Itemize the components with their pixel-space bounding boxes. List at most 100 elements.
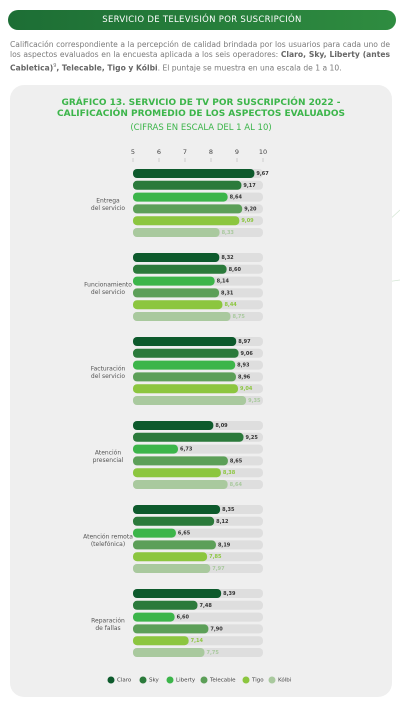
bar <box>133 624 209 634</box>
x-tick-label: 7 <box>183 148 187 156</box>
value-label: 8,33 <box>222 230 235 236</box>
value-label: 7,14 <box>191 638 204 644</box>
value-label: 8,75 <box>233 314 246 320</box>
value-label: 9,06 <box>241 351 254 357</box>
bar <box>133 444 178 454</box>
footnote-ref: 9 <box>53 62 57 69</box>
value-label: 9,04 <box>240 386 253 392</box>
legend-swatch <box>139 676 147 684</box>
bar <box>133 636 189 646</box>
intro-operators: , Telecable, Tigo y Kólbi <box>56 63 158 73</box>
bar <box>133 253 220 262</box>
value-label: 9,35 <box>248 398 261 404</box>
category-label: Reparación de fallas <box>91 617 125 632</box>
value-label: 8,64 <box>230 195 243 201</box>
legend-label: Liberty <box>176 678 196 684</box>
bar <box>133 169 255 178</box>
bar <box>133 552 208 562</box>
value-label: 8,60 <box>229 267 242 273</box>
intro-operators: Claro, Sky, Liberty (antes Cabletica) <box>10 50 390 73</box>
bar <box>133 468 221 478</box>
value-label: 9,09 <box>241 218 254 224</box>
bar <box>133 384 239 394</box>
value-label: 8,32 <box>221 255 234 261</box>
value-label: 9,17 <box>243 183 256 189</box>
value-label: 8,38 <box>223 470 236 476</box>
value-label: 6,73 <box>180 447 193 453</box>
bar <box>133 180 242 190</box>
value-label: 8,14 <box>217 279 230 285</box>
category-label: Atención presencial <box>93 449 124 464</box>
value-label: 7,85 <box>209 554 222 560</box>
bar <box>133 228 220 237</box>
x-tick-label: 9 <box>235 148 239 156</box>
bar <box>133 516 215 526</box>
bar <box>133 456 228 466</box>
bar <box>133 276 215 286</box>
bar <box>133 540 216 550</box>
category-label: Facturación del servicio <box>91 365 126 380</box>
value-label: 7,75 <box>207 650 220 656</box>
legend-label: Claro <box>117 678 132 684</box>
legend-label: Kólbi <box>278 677 292 684</box>
legend-swatch <box>200 676 208 684</box>
value-label: 6,60 <box>177 615 190 621</box>
category-label: Funcionamiento del servicio <box>84 281 132 296</box>
value-label: 6,65 <box>178 531 191 537</box>
x-tick-label: 5 <box>131 148 135 156</box>
bar <box>133 612 175 622</box>
bar <box>133 300 223 310</box>
value-label: 8,64 <box>230 482 243 488</box>
value-label: 9,20 <box>244 206 257 212</box>
legend-swatch <box>166 676 174 684</box>
x-tick-label: 6 <box>157 148 161 156</box>
bar <box>133 432 244 442</box>
value-label: 8,93 <box>237 363 250 369</box>
bar <box>133 348 239 358</box>
bar <box>133 372 236 382</box>
category-label: Entrega del servicio <box>91 197 126 212</box>
bar <box>133 589 222 598</box>
category-label: Atención remota (telefónica) <box>83 533 133 548</box>
legend-swatch <box>242 676 250 684</box>
x-tick-label: 8 <box>209 148 213 156</box>
bar <box>133 396 247 405</box>
bar <box>133 264 227 274</box>
value-label: 7,90 <box>210 626 223 632</box>
value-label: 9,25 <box>246 435 259 441</box>
value-label: 7,97 <box>212 566 225 572</box>
value-label: 7,48 <box>199 603 212 609</box>
intro-part: Calificación correspondiente a la percep… <box>10 40 390 60</box>
value-label: 8,19 <box>218 542 231 548</box>
bar <box>133 564 211 573</box>
legend-label: Sky <box>149 678 159 684</box>
chart-card: GRÁFICO 13. SERVICIO DE TV POR SUSCRIPCI… <box>10 85 392 697</box>
bar <box>133 337 237 346</box>
value-label: 8,35 <box>222 507 235 513</box>
bar <box>133 480 228 489</box>
bar <box>133 528 176 538</box>
chart-subtitle: (CIFRAS EN ESCALA DEL 1 AL 10) <box>130 123 272 133</box>
intro-text: Calificación correspondiente a la percep… <box>10 40 390 74</box>
legend-swatch <box>268 676 276 684</box>
value-label: 8,39 <box>223 591 236 597</box>
value-label: 9,67 <box>256 171 269 177</box>
bar <box>133 192 228 202</box>
x-tick-label: 10 <box>259 148 267 156</box>
legend-swatch <box>107 676 115 684</box>
bar <box>133 204 243 214</box>
bar <box>133 648 205 657</box>
header-title: SERVICIO DE TELEVISIÓN POR SUSCRIPCIÓN <box>8 10 396 30</box>
value-label: 8,65 <box>230 458 243 464</box>
legend-label: Telecable <box>209 678 236 684</box>
bar <box>133 360 236 370</box>
value-label: 8,12 <box>216 519 229 525</box>
bar <box>133 288 220 298</box>
value-label: 8,09 <box>215 423 228 429</box>
value-label: 8,31 <box>221 290 234 296</box>
chart-title: GRÁFICO 13. SERVICIO DE TV POR SUSCRIPCI… <box>57 98 345 119</box>
value-label: 8,96 <box>238 374 251 380</box>
bar <box>133 600 198 610</box>
